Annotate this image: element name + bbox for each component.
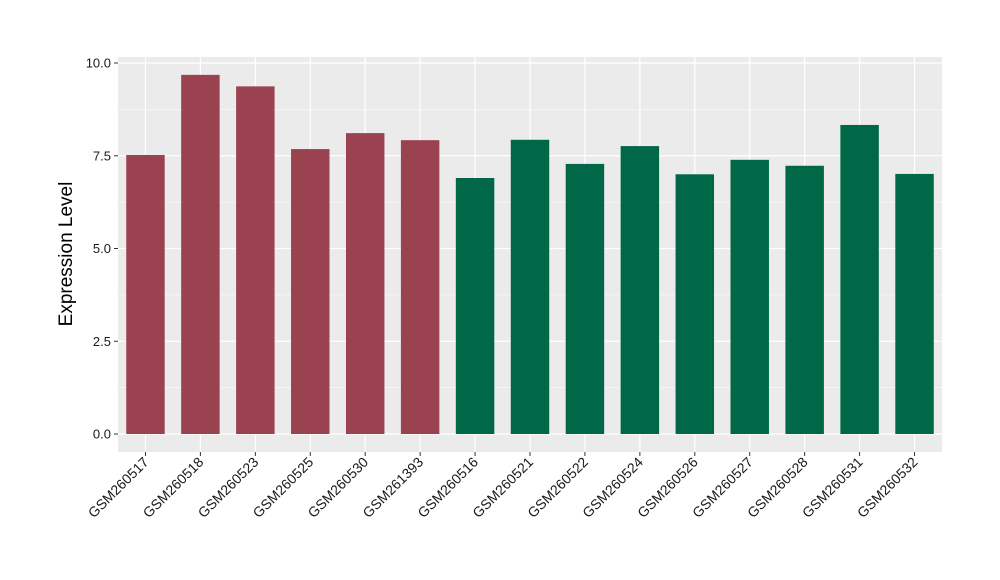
bar [126,155,165,434]
y-tick-label: 5.0 [93,241,111,256]
y-axis: 0.0 2.5 5.0 7.5 10.0 [86,56,118,442]
bar [181,74,220,434]
bar [730,159,769,434]
bar [620,146,660,434]
y-tick-label: 2.5 [93,334,111,349]
bar [565,163,605,435]
bar [510,139,550,434]
bar [455,178,495,434]
y-tick-label: 7.5 [93,148,111,163]
bar [236,86,275,435]
y-axis-title: Expression Level [56,182,77,327]
y-tick-label: 0.0 [93,427,111,442]
bar [291,149,330,434]
y-tick-label: 10.0 [86,56,111,71]
bar [675,174,715,435]
bar [400,140,440,434]
bar [785,165,824,434]
bar [895,173,934,434]
bars [126,74,934,435]
bar [345,133,385,434]
bar [840,124,879,434]
